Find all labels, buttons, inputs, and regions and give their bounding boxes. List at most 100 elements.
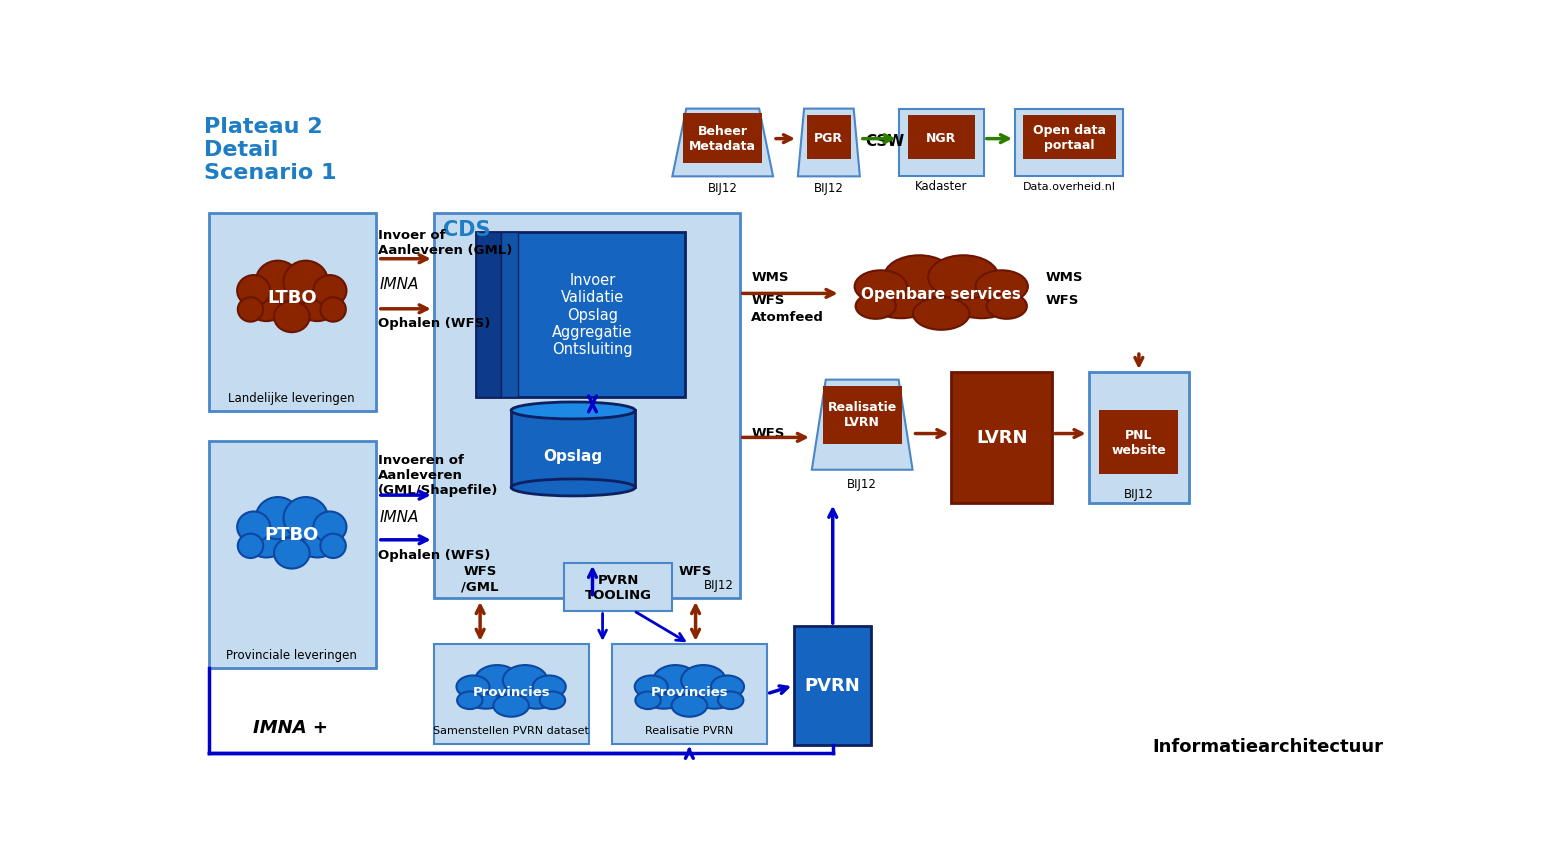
Ellipse shape [244,516,289,558]
Ellipse shape [260,506,323,561]
Bar [823,387,902,444]
Text: PTBO: PTBO [265,525,319,543]
Text: PVRN
TOOLING: PVRN TOOLING [585,573,651,601]
Text: IMNA +: IMNA + [252,719,328,736]
Text: Opslag: Opslag [543,448,603,463]
Ellipse shape [503,666,548,696]
Text: PVRN: PVRN [804,677,860,695]
Ellipse shape [532,676,566,698]
Text: IMNA: IMNA [379,510,419,524]
Ellipse shape [891,265,992,323]
Text: WFS
/GML: WFS /GML [461,565,498,592]
Ellipse shape [238,534,263,559]
Text: BIJ12: BIJ12 [848,478,877,491]
Bar [501,232,518,398]
Text: BIJ12: BIJ12 [1125,487,1154,500]
Bar [613,644,767,744]
Text: LVRN: LVRN [976,429,1027,447]
Ellipse shape [681,666,726,696]
Bar [209,214,376,412]
Ellipse shape [855,294,896,319]
Text: Realisatie PVRN: Realisatie PVRN [645,725,733,734]
Text: Invoeren of
Aanleveren
(GML/Shapefile): Invoeren of Aanleveren (GML/Shapefile) [377,453,498,496]
Ellipse shape [274,538,309,569]
Text: Samenstellen PVRN dataset: Samenstellen PVRN dataset [433,725,589,734]
Ellipse shape [260,270,323,325]
Ellipse shape [314,512,347,543]
Ellipse shape [283,262,328,303]
Text: Informatiearchitectuur: Informatiearchitectuur [1153,738,1383,755]
Text: BIJ12: BIJ12 [704,579,733,592]
Ellipse shape [718,691,744,709]
Text: Plateau 2: Plateau 2 [204,117,323,137]
Ellipse shape [274,301,309,333]
Ellipse shape [540,691,565,709]
Text: Provincies: Provincies [472,685,549,698]
Bar [1023,115,1115,160]
Text: BIJ12: BIJ12 [814,182,843,195]
Text: Detail: Detail [204,140,278,160]
Ellipse shape [976,271,1027,303]
Bar [511,411,636,488]
Text: Scenario 1: Scenario 1 [204,164,337,183]
Bar [433,214,739,598]
Bar [899,109,984,177]
Bar [794,626,871,746]
Ellipse shape [511,402,636,419]
Text: Data.overheid.nl: Data.overheid.nl [1023,182,1115,191]
Text: Ophalen (WFS): Ophalen (WFS) [377,317,490,330]
Text: WMS: WMS [752,271,789,284]
Ellipse shape [238,298,263,322]
Text: Openbare services: Openbare services [862,287,1021,301]
Text: WMS: WMS [1046,271,1083,284]
Bar [476,232,685,398]
Ellipse shape [693,678,736,709]
Ellipse shape [456,676,489,698]
Ellipse shape [866,275,936,319]
Ellipse shape [636,691,661,709]
Text: WFS: WFS [1046,294,1080,307]
Ellipse shape [314,276,347,307]
Text: Beheer
Metadata: Beheer Metadata [690,125,756,152]
Ellipse shape [255,498,300,540]
Bar [433,644,588,744]
Ellipse shape [320,534,347,559]
Text: WFS: WFS [752,294,784,307]
Text: Realisatie
LVRN: Realisatie LVRN [828,401,897,429]
Polygon shape [798,109,860,177]
Ellipse shape [237,512,271,543]
Text: PNL
website: PNL website [1111,429,1166,456]
Bar [951,373,1052,504]
Polygon shape [673,109,774,177]
Bar [1100,411,1179,474]
Bar [209,442,376,669]
Ellipse shape [464,678,507,709]
Ellipse shape [456,691,483,709]
Ellipse shape [295,280,339,322]
Ellipse shape [947,275,1016,319]
Text: Open data
portaal: Open data portaal [1033,124,1106,152]
Text: CSW: CSW [865,134,905,149]
Text: NGR: NGR [927,132,956,145]
Ellipse shape [244,280,289,322]
Text: LTBO: LTBO [268,289,317,307]
Ellipse shape [634,676,668,698]
Bar [476,232,501,398]
Text: Kadaster: Kadaster [914,180,967,193]
Text: WFS: WFS [752,426,784,439]
Bar [908,115,975,160]
Text: Landelijke leveringen: Landelijke leveringen [229,392,356,405]
Text: PGR: PGR [814,132,843,145]
Ellipse shape [480,672,543,712]
Text: Provincies: Provincies [651,685,729,698]
Text: Atomfeed: Atomfeed [752,311,825,324]
Polygon shape [812,381,913,470]
Text: Ophalen (WFS): Ophalen (WFS) [377,548,490,561]
Bar [1015,109,1123,177]
Ellipse shape [657,672,721,712]
Ellipse shape [712,676,744,698]
Text: CDS: CDS [442,220,490,239]
Ellipse shape [255,262,300,303]
Ellipse shape [671,695,707,717]
Text: IMNA: IMNA [379,276,419,291]
